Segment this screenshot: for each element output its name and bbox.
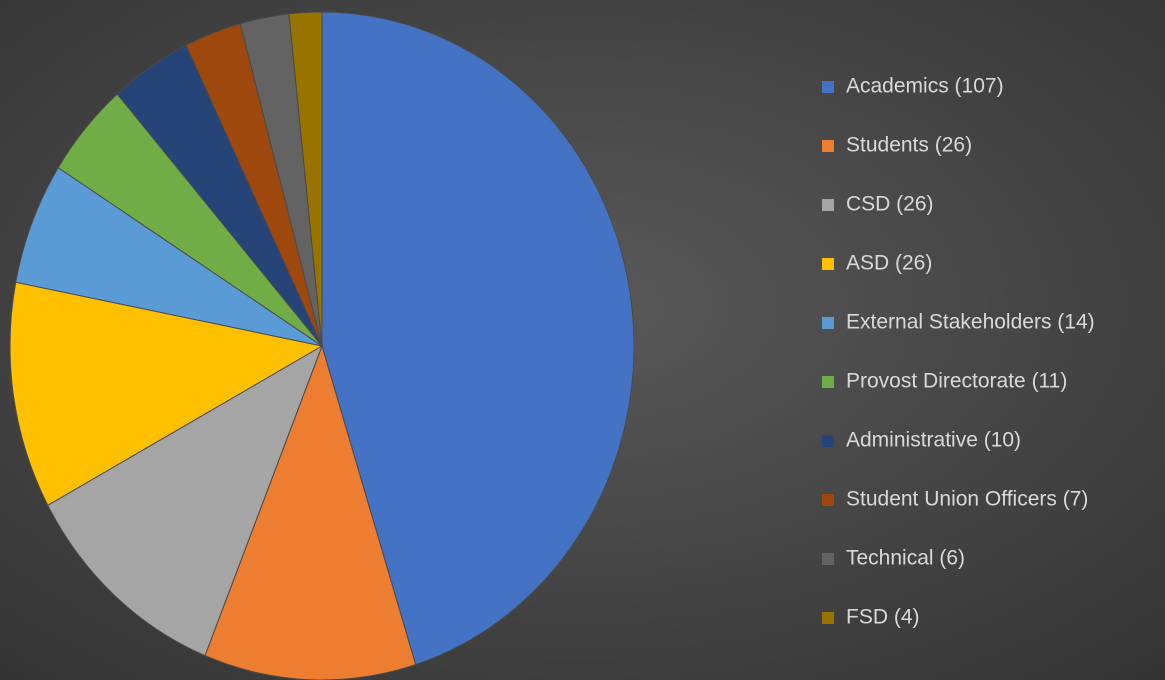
legend-swatch [822,317,834,329]
pie-slice [9,281,324,506]
legend-label: CSD (26) [846,193,934,216]
legend-label: Administrative (10) [846,429,1021,452]
legend-label: FSD (4) [846,606,920,629]
pie-slice [321,11,635,666]
legend-swatch [822,553,834,565]
legend-swatch [822,81,834,93]
legend-label: External Stakeholders (14) [846,311,1095,334]
legend-label: ASD (26) [846,252,932,275]
legend-swatch [822,376,834,388]
pie-slice [288,11,323,347]
legend-label: Students (26) [846,134,972,157]
legend-swatch [822,258,834,270]
legend-swatch [822,494,834,506]
legend-swatch [822,435,834,447]
legend-swatch [822,612,834,624]
legend-swatch [822,140,834,152]
legend-label: Provost Directorate (11) [846,370,1067,393]
pie-slice [47,344,323,657]
legend-label: Academics (107) [846,75,1004,98]
legend-label: Student Union Officers (7) [846,488,1088,511]
legend-swatch [822,199,834,211]
legend-label: Technical (6) [846,547,965,570]
pie-slice [15,166,323,347]
